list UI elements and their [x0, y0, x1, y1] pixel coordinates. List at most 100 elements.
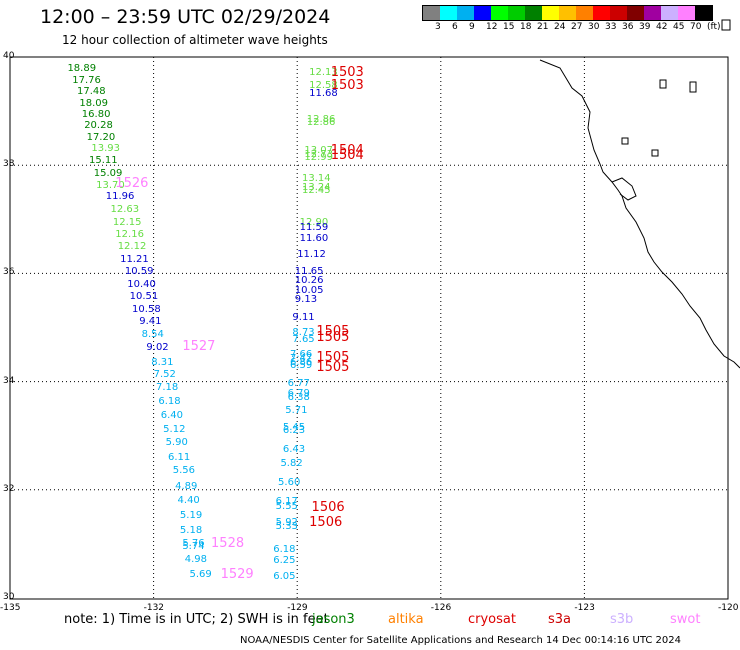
bay-inlet-line: [611, 177, 637, 201]
color-swatch: [474, 6, 491, 20]
color-scale-label: 24: [554, 22, 566, 32]
color-scale-label: 36: [622, 22, 634, 32]
track-id-label: 1505: [316, 349, 350, 365]
wave-height-value: 15.11: [88, 155, 118, 167]
color-swatch: [440, 6, 457, 20]
wave-height-value: 13.14: [301, 172, 331, 184]
color-scale-label: 18: [520, 22, 532, 32]
wave-height-value: 6.59: [290, 359, 313, 371]
color-swatch: [695, 6, 712, 20]
longitude-label: -120: [718, 603, 739, 613]
legend-entry-altika: altika: [388, 612, 424, 627]
color-scale-label: 6: [452, 22, 458, 32]
units-note: note: 1) Time is in UTC; 2) SWH is in fe…: [64, 612, 329, 627]
color-swatch: [576, 6, 593, 20]
credit-footer: NOAA/NESDIS Center for Satellite Applica…: [240, 635, 682, 646]
latitude-label: 32: [3, 483, 15, 494]
legend-entry-jason3: jason3: [312, 612, 355, 627]
wave-height-value: 5.56: [172, 465, 195, 477]
track-id-label: 1506: [309, 514, 343, 530]
wave-height-value: 7.52: [153, 369, 176, 381]
color-scale-label: 3: [435, 22, 441, 32]
wave-height-value: 6.25: [273, 555, 296, 567]
wave-height-value: 13.93: [91, 142, 120, 154]
legend-entry-s3b: s3b: [610, 612, 634, 627]
wave-height-value: 5.90: [165, 437, 188, 449]
color-swatch: [542, 6, 559, 20]
lake-outline: [621, 137, 629, 145]
track-id-label: 1503: [330, 65, 364, 81]
lake-outline: [659, 79, 667, 89]
color-scale-label: 33: [605, 22, 617, 32]
wave-height-value: 12.45: [301, 184, 331, 196]
track-id-label: 1527: [182, 338, 216, 354]
wave-height-value: 6.17: [275, 496, 298, 508]
color-scale-label: 30: [588, 22, 600, 32]
wave-height-value: 5.76: [182, 538, 205, 550]
wave-height-value: 5.33: [275, 521, 298, 533]
wave-height-value: 11.60: [299, 233, 329, 245]
wave-height-value: 6.43: [282, 444, 306, 456]
color-swatch: [423, 6, 440, 20]
latitude-label: 30: [3, 592, 15, 602]
color-scale-label: 42: [656, 22, 668, 32]
wave-height-value: 8.73: [292, 327, 315, 339]
track-id-label: 1528: [211, 535, 245, 551]
wave-height-value: 6.11: [167, 451, 191, 463]
wave-height-value: 12.86: [306, 114, 336, 126]
latitude-label: 36: [3, 267, 15, 278]
wave-height-value: 8.54: [141, 328, 164, 340]
wave-height-value: 9.11: [292, 311, 315, 323]
wave-height-value: 8.31: [151, 357, 174, 369]
graticule-lines: [10, 57, 728, 598]
wave-height-value: 11.65: [294, 265, 324, 277]
california-coastline: [539, 59, 740, 369]
wave-height-value: 12.15: [112, 216, 142, 228]
wave-height-value: 5.45: [282, 421, 306, 433]
wave-height-value: 11.59: [299, 222, 329, 234]
wave-height-value: 15.09: [93, 167, 123, 179]
wave-height-value: 9.02: [146, 341, 169, 353]
wave-height-value: 10.59: [124, 266, 154, 278]
wave-height-value: 12.90: [299, 217, 329, 229]
wave-height-value: 10.26: [294, 274, 324, 286]
color-scale-label: 21: [537, 22, 549, 32]
wave-height-value: 11.21: [120, 253, 149, 265]
wave-height-value: 9.13: [294, 294, 318, 306]
legend-entry-s3a: s3a: [548, 612, 572, 627]
wave-height-value: 6.79: [287, 388, 310, 400]
latitude-label: 34: [3, 375, 15, 386]
map-title: 12:00 – 23:59 UTC 02/29/2024: [40, 6, 331, 28]
longitude-label: -135: [0, 603, 21, 613]
wave-height-value: 6.18: [273, 544, 296, 556]
wave-height-value: 12.73: [304, 149, 334, 161]
wave-height-value: 13.07: [304, 144, 334, 156]
color-scale-label: 15: [503, 22, 515, 32]
track-id-label: 1504: [330, 148, 364, 163]
longitude-label: -126: [430, 603, 452, 613]
color-swatch: [559, 6, 576, 20]
color-swatch: [491, 6, 508, 20]
color-scale-label: 27: [571, 22, 583, 32]
wave-height-value: 12.99: [304, 152, 334, 164]
wave-height-value: 11.96: [105, 190, 135, 202]
color-scale-label: 9: [469, 22, 475, 32]
wave-height-value: 7.65: [292, 334, 315, 346]
wave-height-value: 12.12: [117, 241, 147, 253]
wave-height-value: 10.58: [132, 303, 161, 315]
wave-height-value: 5.19: [179, 510, 203, 522]
lake-outline: [651, 149, 659, 157]
lake-outline: [721, 19, 731, 31]
track-id-label: 1529: [220, 567, 254, 583]
wave-height-value: 10.40: [127, 278, 156, 290]
wave-height-value: 6.86: [290, 357, 313, 369]
wave-height-value: 10.51: [129, 291, 159, 303]
color-swatch: [644, 6, 661, 20]
legend-entry-cryosat: cryosat: [468, 612, 516, 627]
color-swatch: [457, 6, 474, 20]
wave-height-value: 6.77: [287, 378, 310, 390]
longitude-label: -129: [287, 603, 308, 613]
wave-height-value: 12.58: [309, 79, 338, 91]
